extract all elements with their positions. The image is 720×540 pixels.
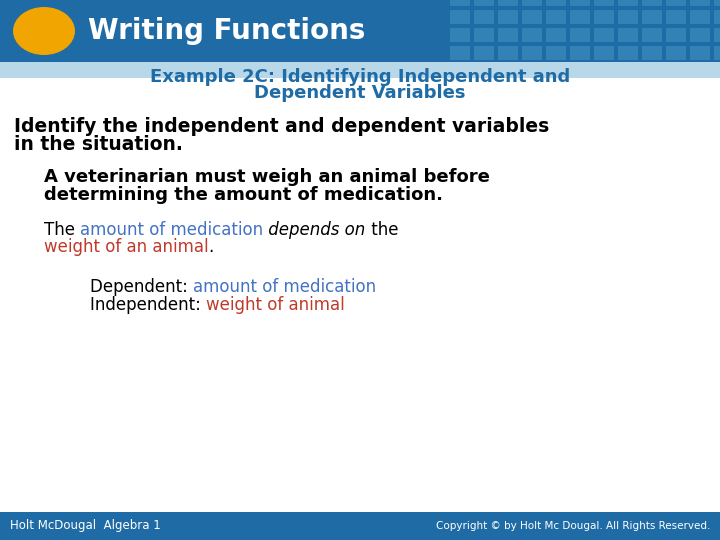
Text: Holt McDougal  Algebra 1: Holt McDougal Algebra 1 <box>10 519 161 532</box>
FancyBboxPatch shape <box>714 0 720 6</box>
FancyBboxPatch shape <box>0 512 720 540</box>
Text: weight of animal: weight of animal <box>206 296 345 314</box>
FancyBboxPatch shape <box>666 10 686 24</box>
Text: Writing Functions: Writing Functions <box>88 17 365 45</box>
FancyBboxPatch shape <box>474 0 494 6</box>
FancyBboxPatch shape <box>594 46 614 60</box>
FancyBboxPatch shape <box>618 28 638 42</box>
FancyBboxPatch shape <box>0 62 720 78</box>
FancyBboxPatch shape <box>522 46 542 60</box>
Text: depends on: depends on <box>264 221 366 239</box>
FancyBboxPatch shape <box>570 0 590 6</box>
Text: Copyright © by Holt Mc Dougal. All Rights Reserved.: Copyright © by Holt Mc Dougal. All Right… <box>436 521 710 531</box>
FancyBboxPatch shape <box>642 28 662 42</box>
FancyBboxPatch shape <box>546 46 566 60</box>
Ellipse shape <box>13 7 75 55</box>
Text: amount of medication: amount of medication <box>80 221 264 239</box>
Text: Identify the independent and dependent variables: Identify the independent and dependent v… <box>14 118 549 137</box>
Text: determining the amount of medication.: determining the amount of medication. <box>44 186 443 204</box>
FancyBboxPatch shape <box>450 10 470 24</box>
Text: Dependent:: Dependent: <box>90 278 193 296</box>
FancyBboxPatch shape <box>594 10 614 24</box>
FancyBboxPatch shape <box>570 10 590 24</box>
FancyBboxPatch shape <box>498 0 518 6</box>
FancyBboxPatch shape <box>450 28 470 42</box>
FancyBboxPatch shape <box>666 28 686 42</box>
FancyBboxPatch shape <box>498 10 518 24</box>
FancyBboxPatch shape <box>498 28 518 42</box>
FancyBboxPatch shape <box>474 28 494 42</box>
FancyBboxPatch shape <box>0 0 720 62</box>
FancyBboxPatch shape <box>546 0 566 6</box>
FancyBboxPatch shape <box>642 0 662 6</box>
FancyBboxPatch shape <box>546 28 566 42</box>
FancyBboxPatch shape <box>594 28 614 42</box>
Text: the: the <box>366 221 398 239</box>
FancyBboxPatch shape <box>594 0 614 6</box>
FancyBboxPatch shape <box>690 10 710 24</box>
FancyBboxPatch shape <box>714 10 720 24</box>
FancyBboxPatch shape <box>474 46 494 60</box>
Text: Independent:: Independent: <box>90 296 206 314</box>
FancyBboxPatch shape <box>450 0 470 6</box>
FancyBboxPatch shape <box>642 46 662 60</box>
FancyBboxPatch shape <box>618 10 638 24</box>
FancyBboxPatch shape <box>498 46 518 60</box>
FancyBboxPatch shape <box>690 0 710 6</box>
Text: Example 2C: Identifying Independent and: Example 2C: Identifying Independent and <box>150 68 570 86</box>
FancyBboxPatch shape <box>642 10 662 24</box>
FancyBboxPatch shape <box>618 0 638 6</box>
FancyBboxPatch shape <box>522 28 542 42</box>
Text: in the situation.: in the situation. <box>14 136 183 154</box>
Text: .: . <box>209 238 214 256</box>
FancyBboxPatch shape <box>618 46 638 60</box>
FancyBboxPatch shape <box>522 10 542 24</box>
FancyBboxPatch shape <box>570 46 590 60</box>
FancyBboxPatch shape <box>714 28 720 42</box>
Text: amount of medication: amount of medication <box>193 278 377 296</box>
FancyBboxPatch shape <box>690 46 710 60</box>
FancyBboxPatch shape <box>690 28 710 42</box>
Text: Dependent Variables: Dependent Variables <box>254 84 466 102</box>
FancyBboxPatch shape <box>522 0 542 6</box>
FancyBboxPatch shape <box>666 46 686 60</box>
FancyBboxPatch shape <box>474 10 494 24</box>
Text: A veterinarian must weigh an animal before: A veterinarian must weigh an animal befo… <box>44 168 490 186</box>
FancyBboxPatch shape <box>570 28 590 42</box>
Text: weight of an animal: weight of an animal <box>44 238 209 256</box>
Text: The: The <box>44 221 80 239</box>
FancyBboxPatch shape <box>666 0 686 6</box>
FancyBboxPatch shape <box>546 10 566 24</box>
FancyBboxPatch shape <box>450 46 470 60</box>
FancyBboxPatch shape <box>714 46 720 60</box>
